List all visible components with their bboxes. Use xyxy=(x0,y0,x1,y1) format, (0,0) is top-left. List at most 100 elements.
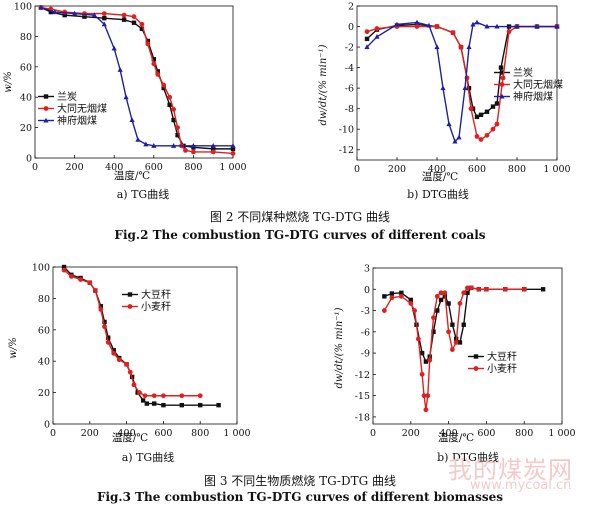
fig3b-data-point xyxy=(446,329,451,335)
fig2b-legend-label: 兰炭 xyxy=(513,66,533,79)
fig2a-ytick-label: 100 xyxy=(14,2,32,13)
fig3a-legend-label: 大豆秆 xyxy=(141,288,171,301)
fig3b-data-point xyxy=(449,347,455,352)
fig3a-data-point xyxy=(161,393,166,399)
fig2a-xtick-label: 400 xyxy=(105,162,123,173)
fig2b-data-point xyxy=(434,44,440,50)
fig2b-data-point xyxy=(498,65,504,70)
fig3a-data-point xyxy=(137,390,142,395)
fig2b-data-point xyxy=(364,29,370,35)
fig2b-legend-marker xyxy=(499,70,505,75)
fig2a-data-point xyxy=(175,133,180,138)
fig2a-data-point xyxy=(161,85,166,91)
fig2a-data-point xyxy=(151,61,157,67)
fig3a-data-point xyxy=(152,401,157,406)
fig2a-legend-marker xyxy=(43,106,49,111)
fig2a-data-point xyxy=(175,125,180,130)
fig3b-data-point xyxy=(427,357,433,363)
fig3b-data-point xyxy=(415,336,421,342)
fig2a-data-point xyxy=(102,15,107,21)
fig2b-data-point xyxy=(506,29,512,35)
fig3a-data-point xyxy=(140,398,146,403)
fig2a-data-point xyxy=(230,143,236,148)
fig3a-ylabel: w/% xyxy=(8,337,19,358)
fig2a-ytick-label: 40 xyxy=(20,93,32,104)
fig3b-data-point xyxy=(457,340,463,345)
fig3b-data-point xyxy=(446,301,451,306)
fig3b-data-point xyxy=(398,293,404,299)
fig2b-ytick-label: -4 xyxy=(345,63,354,74)
fig2b-ytick-label: -2 xyxy=(345,43,354,54)
fig2a-ytick-label: 80 xyxy=(20,32,32,43)
fig3a-ytick-label: 80 xyxy=(38,294,50,305)
fig2a-data-point xyxy=(121,12,127,18)
fig3b-data-point xyxy=(423,407,429,413)
fig3b-data-point xyxy=(389,291,395,296)
fig3b-data-point xyxy=(468,285,474,291)
fig3b-data-point xyxy=(438,297,444,303)
fig3a-legend-marker xyxy=(127,292,133,297)
fig3b-data-point xyxy=(382,294,387,299)
fig3b-data-point xyxy=(502,286,508,292)
watermark-url: www.mycoal.cn xyxy=(470,478,572,493)
fig3b-data-point xyxy=(381,308,387,313)
fig2a-data-point xyxy=(171,117,176,123)
fig3a-data-point xyxy=(179,393,185,399)
fig2a-ylabel: w/% xyxy=(3,71,14,92)
fig2a-data-point xyxy=(183,148,188,153)
fig3b-ytick-label: 0 xyxy=(364,285,370,296)
fig2b-xtick-label: 1 000 xyxy=(543,164,570,175)
fig3a-xtick-label: 200 xyxy=(81,428,99,439)
fig2a-xtick-label: 0 xyxy=(32,162,38,173)
fig2b-data-point xyxy=(414,19,420,25)
fig2b-data-point xyxy=(484,132,490,138)
fig2a-legend-marker xyxy=(43,117,49,123)
fig2a-data-point xyxy=(161,82,167,88)
fig2b-data-point xyxy=(374,34,380,39)
fig3b-legend-label: 大豆秆 xyxy=(487,350,517,363)
fig3b-ylabel: dw/dt/(% min⁻¹) xyxy=(334,307,345,388)
fig2a-data-point xyxy=(230,146,236,152)
fig2b-legend-marker xyxy=(499,82,505,87)
fig2b-legend-label: 大同无烟煤 xyxy=(513,78,563,91)
fig3a-data-point xyxy=(69,274,74,279)
fig2a-frame xyxy=(34,5,234,159)
fig3b-data-point xyxy=(465,290,470,296)
fig2a-data-point xyxy=(191,149,196,155)
fig3b-ytick-label: -9 xyxy=(361,349,370,360)
fig3b-legend-marker xyxy=(473,366,479,371)
fig2b-data-point xyxy=(500,75,506,81)
fig3a-series-line xyxy=(63,266,219,406)
fig3a-data-point xyxy=(161,402,166,408)
fig3a-data-point xyxy=(127,369,133,375)
fig3a-data-point xyxy=(61,267,67,273)
fig3a-data-point xyxy=(111,350,117,356)
fig2a-xtick-label: 600 xyxy=(145,162,163,173)
fig2a-data-point xyxy=(117,67,123,72)
fig2b-data-point xyxy=(490,126,496,132)
fig2b-data-point xyxy=(484,109,490,114)
fig3b-data-point xyxy=(453,340,459,345)
fig3-caption-en: Fig.3 The combustion TG-DTG curves of di… xyxy=(96,490,504,504)
fig2a-data-point xyxy=(210,143,216,148)
fig3b-legend-label: 小麦秆 xyxy=(487,362,517,375)
watermark-text: 我的煤炭网 xyxy=(448,456,573,484)
fig3b-data-point xyxy=(431,315,436,321)
fig2b-data-point xyxy=(364,36,370,42)
fig2b-data-point xyxy=(456,134,462,140)
fig2b-ytick-label: -6 xyxy=(345,84,354,95)
fig3a-legend-label: 小麦秆 xyxy=(141,300,171,313)
fig3b-data-point xyxy=(408,301,414,306)
fig3b-data-point xyxy=(461,290,467,296)
fig2a-ytick-label: 60 xyxy=(20,62,32,73)
fig3a-legend-marker xyxy=(127,304,133,309)
fig3b-xtick-label: 400 xyxy=(440,428,458,439)
fig3a-xtick-label: 0 xyxy=(50,428,56,439)
fig2a-legend-marker xyxy=(43,94,49,99)
fig2a-ytick-label: 20 xyxy=(20,123,32,134)
fig2a-data-point xyxy=(171,143,177,148)
fig2b-xtick-label: 800 xyxy=(508,164,526,175)
fig2b-data-point xyxy=(490,104,496,109)
fig2a-data-point xyxy=(155,69,160,74)
fig2b-data-point xyxy=(374,26,380,31)
